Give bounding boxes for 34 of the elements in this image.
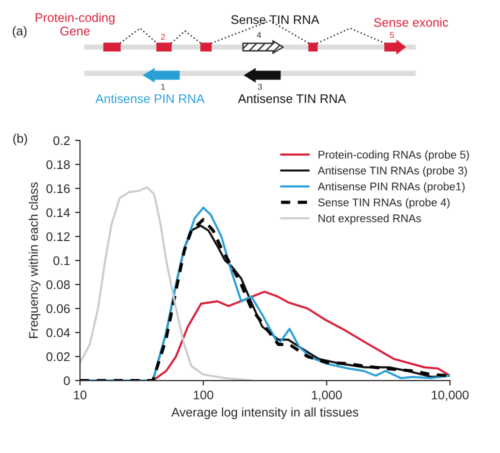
- x-tick-label: 10: [74, 390, 86, 400]
- y-tick-label: 0.04: [46, 328, 70, 338]
- x-tick-label: 100: [194, 390, 214, 400]
- text: Sense exonic: [374, 18, 448, 27]
- y-tick-label: 0.2: [53, 136, 70, 146]
- text: Protein-coding Gene: [36, 12, 114, 36]
- text: Sense TIN RNA: [231, 15, 320, 24]
- text: 5: [390, 32, 394, 38]
- y-tick-label: 0.16: [46, 184, 70, 194]
- y-tick-label: 0.08: [46, 280, 70, 290]
- y-tick-label: 0.02: [46, 352, 70, 362]
- y-tick-label: 0.12: [46, 232, 70, 242]
- x-tick-label: 10,000: [432, 390, 469, 401]
- y-tick-label: 0.1: [53, 256, 70, 266]
- legend-label: Protein-coding RNAs (probe 5): [318, 150, 469, 161]
- legend-label: Sense TIN RNAs (probe 4): [318, 198, 450, 209]
- legend-label: Antisense PIN RNAs (probe1): [318, 182, 465, 193]
- x-tick-label: 1,000: [312, 390, 342, 401]
- x-axis-title: Average log intensity in all tissues: [171, 407, 358, 420]
- text: 3: [258, 84, 262, 90]
- y-tick-label: 0: [64, 376, 70, 386]
- y-axis-title: Frequency within each class: [28, 182, 40, 338]
- legend-label: Not expressed RNAs: [318, 214, 422, 224]
- text: Antisense PIN RNA: [95, 94, 205, 104]
- text: 1: [161, 84, 165, 90]
- text: 2: [161, 34, 165, 40]
- text: Antisense TIN RNA: [238, 94, 346, 104]
- y-tick-label: 0.06: [46, 304, 70, 314]
- y-tick-label: 0.14: [46, 208, 70, 218]
- text: 4: [256, 32, 262, 38]
- legend-label: Antisense TIN RNAs (probe 3): [318, 166, 467, 177]
- text: (a): [12, 26, 26, 38]
- text: (b): [13, 134, 27, 146]
- y-tick-label: 0.18: [46, 160, 70, 170]
